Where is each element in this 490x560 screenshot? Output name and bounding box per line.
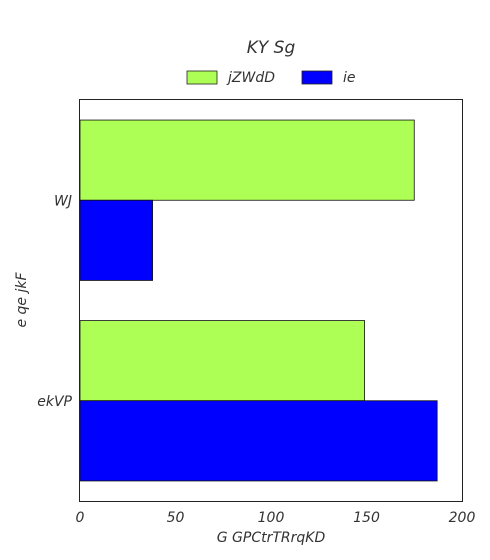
plot-area-frame	[79, 99, 463, 502]
x-axis-label: G GPCtrTRrqKD	[217, 530, 326, 546]
bar-1-series-1	[79, 400, 438, 482]
y-tick-labels: WJ ekVP	[37, 193, 72, 410]
chart-title: KY Sg	[247, 38, 296, 58]
legend-label-series-0: jZWdD	[226, 70, 275, 86]
bar-1-series-0	[79, 320, 365, 402]
legend-label-series-1: ie	[343, 70, 356, 86]
bar-0-series-0	[79, 119, 415, 201]
legend-swatch-series-1	[301, 70, 333, 85]
bar-0-series-1	[79, 199, 153, 281]
x-tick-label: 50	[167, 510, 185, 526]
x-tick-label: 200	[449, 510, 476, 526]
bars-group	[79, 119, 438, 482]
x-tick-label: 0	[76, 510, 85, 526]
y-axis-label: e qe jkF	[14, 272, 30, 328]
legend-swatch-series-0	[186, 70, 218, 85]
x-tick-label: 150	[353, 510, 380, 526]
x-tick-labels: 0 50 100 150 200	[76, 510, 476, 526]
legend: jZWdD ie	[186, 70, 356, 86]
y-tick-label: WJ	[54, 193, 72, 209]
x-tick-label: 100	[258, 510, 285, 526]
y-tick-label: ekVP	[37, 394, 72, 410]
